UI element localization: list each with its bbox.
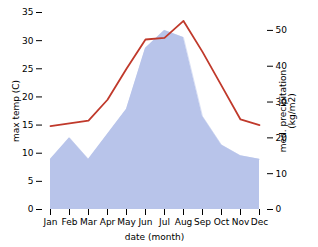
svg-text:5: 5 bbox=[28, 176, 34, 186]
svg-text:10: 10 bbox=[22, 148, 34, 158]
svg-text:May: May bbox=[117, 217, 136, 227]
svg-text:Jul: Jul bbox=[158, 217, 170, 227]
svg-text:25: 25 bbox=[22, 64, 33, 74]
svg-text:50: 50 bbox=[276, 25, 288, 35]
svg-text:Oct: Oct bbox=[214, 217, 230, 227]
svg-text:40: 40 bbox=[276, 61, 288, 71]
svg-text:Aug: Aug bbox=[175, 217, 193, 227]
svg-text:0: 0 bbox=[276, 204, 282, 214]
svg-text:0: 0 bbox=[28, 204, 34, 214]
svg-text:Sep: Sep bbox=[194, 217, 211, 227]
svg-text:30: 30 bbox=[22, 36, 34, 46]
svg-text:15: 15 bbox=[22, 120, 33, 130]
svg-text:med. precipitation(kg/m2): med. precipitation(kg/m2) bbox=[278, 70, 297, 152]
svg-text:max temp (C): max temp (C) bbox=[11, 80, 21, 142]
svg-text:Feb: Feb bbox=[62, 217, 78, 227]
svg-text:Dec: Dec bbox=[251, 217, 268, 227]
svg-text:35: 35 bbox=[22, 7, 33, 17]
svg-text:Mar: Mar bbox=[80, 217, 97, 227]
svg-text:Jun: Jun bbox=[137, 217, 152, 227]
svg-text:20: 20 bbox=[22, 92, 34, 102]
svg-text:Apr: Apr bbox=[100, 217, 116, 227]
svg-text:date (month): date (month) bbox=[125, 232, 184, 242]
svg-text:Jan: Jan bbox=[43, 217, 58, 227]
svg-text:10: 10 bbox=[276, 169, 288, 179]
svg-text:Nov: Nov bbox=[232, 217, 250, 227]
